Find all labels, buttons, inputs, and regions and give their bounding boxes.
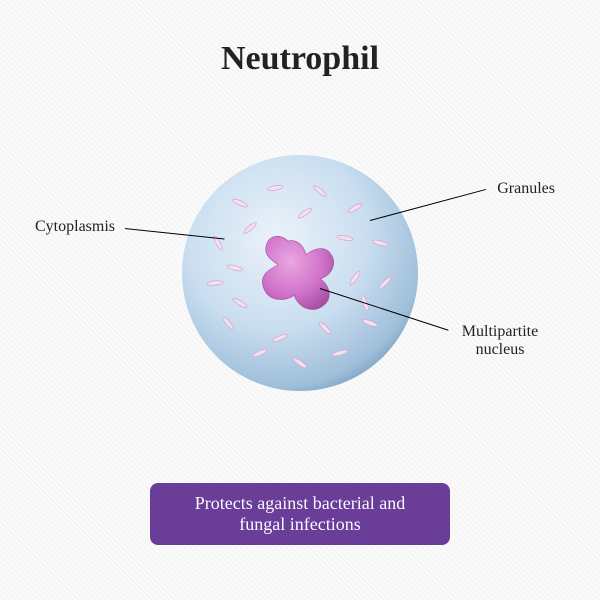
neutrophil-cell (180, 153, 420, 393)
label-nucleus-line1: Multipartite (462, 323, 538, 340)
caption-text: Protects against bacterial and fungal in… (195, 493, 405, 534)
label-nucleus: Multipartite nucleus (450, 323, 550, 360)
page-title: Neutrophil (30, 40, 570, 78)
label-cytoplasm: Cytoplasmis (35, 218, 115, 236)
container: Neutrophil (0, 0, 600, 600)
diagram-area: Cytoplasmis Granules Multipartite nucleu… (30, 108, 570, 438)
caption-box: Protects against bacterial and fungal in… (150, 483, 450, 545)
label-nucleus-line2: nucleus (476, 341, 525, 358)
label-granules: Granules (497, 180, 555, 198)
